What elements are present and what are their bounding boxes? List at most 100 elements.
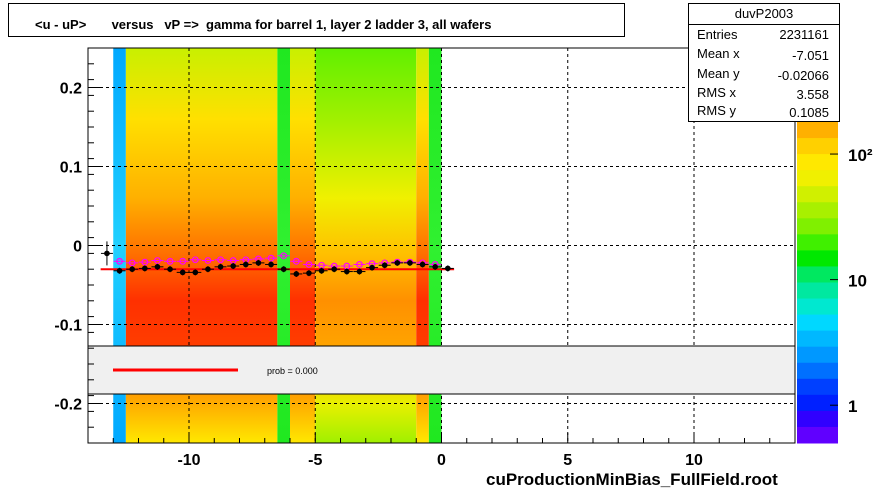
- profile-filled-point: [243, 261, 249, 268]
- profile-filled-point: [192, 269, 199, 276]
- colorbar-segment: [797, 122, 838, 139]
- profile-filled-point: [369, 264, 375, 271]
- profile-open-point: [217, 256, 224, 264]
- heatmap-column: [277, 48, 290, 443]
- colorbar-segment: [797, 314, 838, 332]
- profile-open-point: [267, 254, 275, 262]
- profile-filled-point: [407, 260, 413, 266]
- heatmap-column: [416, 48, 429, 443]
- stats-value: 3.558: [796, 87, 829, 102]
- colorbar: 1 10 10²: [797, 122, 873, 444]
- stats-value: -0.02066: [777, 68, 829, 83]
- colorbar-segment: [797, 298, 838, 316]
- profile-open-point: [128, 259, 136, 267]
- colorbar-segment: [797, 410, 838, 428]
- profile-filled-point: [104, 250, 110, 257]
- stats-label: RMS y: [697, 103, 736, 118]
- profile-filled-point: [154, 264, 161, 270]
- stats-name: duvP2003: [734, 6, 794, 21]
- profile-filled-point: [129, 266, 135, 273]
- colorbar-segment: [797, 202, 838, 219]
- stats-value: -7.051: [792, 48, 829, 63]
- profile-filled-point: [205, 266, 211, 273]
- profile-layer: [100, 241, 455, 277]
- profile-open-point: [191, 256, 199, 264]
- colorbar-segment: [797, 266, 838, 283]
- profile-filled-point: [394, 260, 401, 266]
- stats-label: Mean y: [697, 66, 740, 81]
- profile-filled-point: [344, 268, 350, 275]
- profile-filled-point: [268, 261, 274, 268]
- x-tick-label: 10: [685, 452, 703, 469]
- stats-label: Mean x: [697, 46, 740, 61]
- stats-label: Entries: [697, 27, 738, 42]
- x-tick-label: 5: [563, 452, 572, 469]
- footer-filename: cuProductionMinBias_FullField.root: [486, 470, 778, 489]
- heatmap-column: [428, 48, 442, 443]
- profile-filled-point: [230, 263, 236, 269]
- profile-filled-point: [293, 271, 300, 277]
- stats-value: 2231161: [779, 27, 829, 42]
- axes-layer: -10 -5 0 5 10 -0.2 -0.1 0 0.1 0.2: [54, 47, 796, 469]
- title-box: <u - uP> versus vP => gamma for barrel 1…: [8, 3, 625, 37]
- profile-open-point: [292, 257, 300, 265]
- profile-filled-point: [142, 265, 148, 272]
- profile-filled-point: [167, 266, 173, 273]
- profile-open-point: [280, 252, 288, 260]
- x-tick-label: -5: [308, 452, 322, 469]
- profile-filled-point: [306, 270, 312, 276]
- colorbar-segment: [797, 154, 838, 171]
- profile-open-point: [179, 257, 187, 265]
- stats-separator: [689, 24, 839, 25]
- grid-layer: [88, 48, 795, 443]
- profile-open-point: [204, 257, 212, 264]
- stats-value: 0.1085: [789, 105, 829, 120]
- profile-open-point: [116, 257, 123, 265]
- y-tick-label: -0.1: [54, 318, 82, 335]
- colorbar-segment: [797, 282, 838, 300]
- profile-filled-point: [255, 260, 262, 266]
- y-tick-label: 0.1: [60, 160, 82, 177]
- x-tick-label: -10: [177, 452, 200, 469]
- colorbar-segment: [797, 234, 838, 251]
- colorbar-segment: [797, 250, 838, 267]
- profile-filled-point: [217, 264, 224, 270]
- colorbar-segment: [797, 394, 838, 412]
- profile-filled-point: [116, 267, 123, 274]
- y-tick-label: 0: [73, 239, 82, 256]
- profile-filled-point: [318, 267, 325, 274]
- fit-legend: prob = 0.000: [87, 345, 796, 395]
- x-tick-label: 0: [437, 452, 446, 469]
- profile-open-point: [154, 257, 161, 264]
- profile-filled-point: [432, 264, 438, 270]
- colorbar-segment: [797, 138, 838, 155]
- profile-filled-point: [280, 266, 287, 273]
- profile-filled-point: [356, 268, 363, 275]
- profile-open-point: [141, 258, 149, 266]
- colorbar-segment: [797, 346, 838, 364]
- chart-title: <u - uP> versus vP => gamma for barrel 1…: [35, 17, 492, 32]
- profile-filled-point: [381, 262, 388, 269]
- colorbar-tick-label: 1: [848, 397, 857, 416]
- colorbar-segment: [797, 426, 838, 444]
- colorbar-segment: [797, 218, 838, 235]
- y-tick-label: 0.2: [60, 81, 82, 98]
- profile-open-point: [356, 261, 363, 268]
- profile-filled-point: [445, 265, 451, 272]
- colorbar-segment: [797, 170, 838, 187]
- profile-filled-point: [331, 266, 337, 273]
- profile-open-point: [166, 257, 174, 265]
- profile-filled-point: [179, 269, 186, 276]
- stats-box: duvP2003 Entries 2231161 Mean x -7.051 M…: [688, 3, 840, 122]
- colorbar-tick-label: 10: [848, 272, 867, 291]
- colorbar-segment: [797, 186, 838, 203]
- colorbar-segment: [797, 362, 838, 380]
- profile-filled-point: [419, 261, 426, 268]
- colorbar-segment: [797, 378, 838, 396]
- profile-open-point: [305, 261, 313, 268]
- colorbar-segment: [797, 330, 838, 348]
- legend-fit-label: prob = 0.000: [267, 366, 318, 376]
- y-tick-label: -0.2: [54, 397, 82, 414]
- stats-label: RMS x: [697, 85, 736, 100]
